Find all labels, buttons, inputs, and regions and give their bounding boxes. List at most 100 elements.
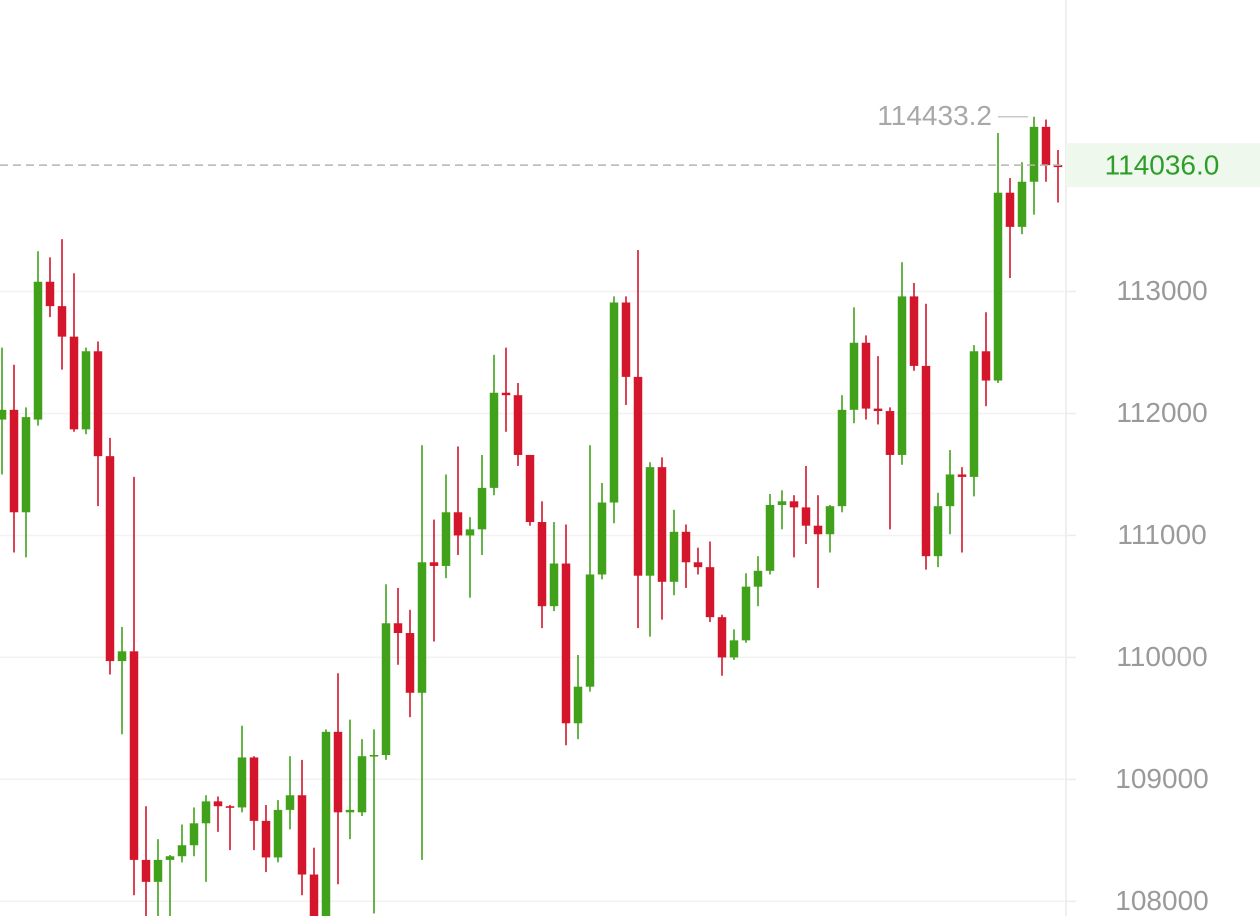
candle-body (525, 454, 535, 523)
candle-body (861, 342, 871, 409)
candle-body (9, 409, 19, 513)
candle-body (717, 617, 727, 658)
candle-body (489, 392, 499, 488)
candle-body (261, 820, 271, 858)
candle-body (357, 756, 367, 813)
candle-body (993, 192, 1003, 381)
candle-body (753, 570, 763, 587)
candle-body (561, 563, 571, 724)
candle-body (285, 795, 295, 810)
candle-body (609, 302, 619, 503)
candle-body (729, 640, 739, 658)
candle-body (465, 529, 475, 536)
candle-body (417, 562, 427, 693)
candle-body (249, 757, 259, 821)
candle-body (513, 395, 523, 455)
candle-body (549, 563, 559, 607)
candle-body (309, 874, 319, 916)
candle-body (969, 351, 979, 477)
candle-body (777, 501, 787, 505)
candle-body (105, 456, 115, 662)
candle-body (201, 801, 211, 824)
candle-body (297, 795, 307, 875)
candle-body (429, 562, 439, 566)
candle-body (189, 823, 199, 846)
candle-body (1053, 165, 1063, 168)
candle-body (321, 731, 331, 916)
candle-body (585, 574, 595, 687)
candle-body (1005, 192, 1015, 227)
candle-body (333, 731, 343, 813)
high-marker-label: 114433.2 (877, 100, 992, 131)
candle-body (225, 806, 235, 808)
candle-body (801, 507, 811, 526)
candle-body (141, 859, 151, 882)
y-tick-label: 112000 (1116, 397, 1207, 428)
candle-body (621, 302, 631, 377)
candle-body (441, 512, 451, 566)
candle-body (825, 506, 835, 535)
candle-body (453, 512, 463, 536)
y-tick-label: 110000 (1116, 641, 1207, 672)
last-price-box (1066, 143, 1260, 188)
candle-body (177, 845, 187, 857)
candle-body (909, 296, 919, 366)
candle-body (213, 801, 223, 807)
candle-body (573, 686, 583, 724)
candle-body (273, 809, 283, 858)
candle-body (885, 411, 895, 455)
candle-body (705, 567, 715, 618)
candle-body (897, 296, 907, 455)
candle-body (981, 351, 991, 381)
candle-body (165, 856, 175, 860)
candle-body (789, 501, 799, 508)
candle-body (849, 342, 859, 410)
last-price-label: 114036.0 (1105, 150, 1220, 181)
y-tick-label: 111000 (1117, 519, 1206, 550)
candle-body (93, 351, 103, 457)
candle-body (369, 754, 379, 757)
candle-body (873, 408, 883, 412)
candle-body (477, 487, 487, 530)
candle-body (765, 504, 775, 571)
candle-body (741, 586, 751, 641)
candle-body (69, 336, 79, 430)
candle-body (81, 351, 91, 430)
candle-body (153, 859, 163, 882)
candle-body (1029, 126, 1039, 182)
candle-body (597, 502, 607, 575)
candle-body (21, 417, 31, 513)
candle-body (693, 562, 703, 568)
y-tick-label: 113000 (1116, 275, 1207, 306)
candle-body (813, 525, 823, 535)
candle-body (1017, 181, 1027, 227)
y-tick-label: 109000 (1115, 763, 1208, 794)
candle-body (405, 633, 415, 693)
candle-body (33, 281, 43, 420)
candle-body (393, 623, 403, 634)
candle-body (129, 651, 139, 860)
candle-body (117, 651, 127, 662)
candle-body (669, 531, 679, 582)
candle-body (57, 306, 67, 337)
candle-body (837, 409, 847, 507)
y-tick-label: 108000 (1115, 885, 1208, 916)
candle-body (501, 392, 511, 396)
candle-body (921, 365, 931, 557)
candle-body (537, 522, 547, 607)
candle-body (957, 474, 967, 477)
candle-body (681, 531, 691, 563)
candle-body (381, 623, 391, 755)
candle-body (657, 467, 667, 582)
candle-body (237, 757, 247, 808)
candle-body (645, 467, 655, 576)
candle-body (45, 281, 55, 307)
candle-body (345, 809, 355, 813)
candle-body (0, 409, 7, 420)
candle-body (933, 506, 943, 557)
candle-body (633, 376, 643, 576)
candle-body (1041, 126, 1051, 166)
